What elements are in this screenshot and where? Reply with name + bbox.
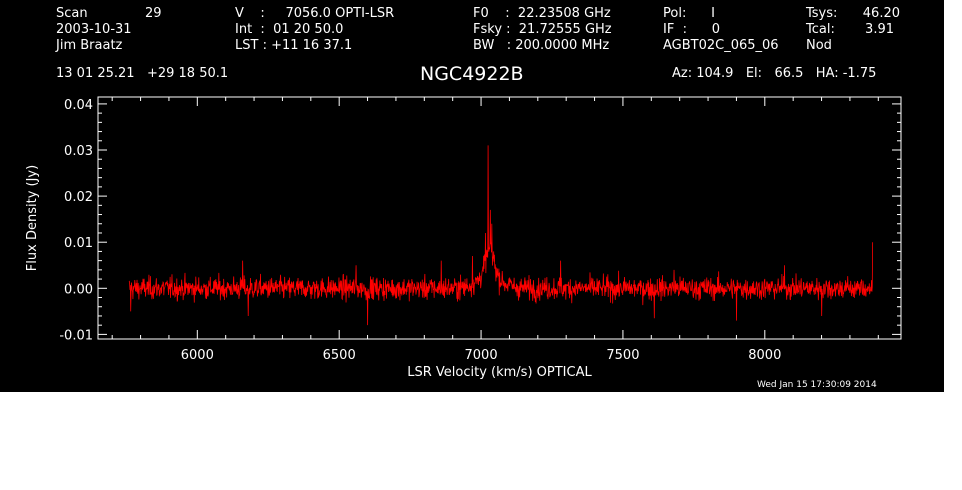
if-line: IF : 0 (663, 22, 721, 37)
x-axis-label: LSR Velocity (km/s) OPTICAL (407, 365, 592, 380)
y-tick-label: 0.03 (64, 144, 93, 159)
sky-frequency-line: Fsky : 21.72555 GHz (473, 22, 612, 37)
plot-frame (97, 96, 902, 340)
x-tick-label: 6000 (181, 348, 214, 363)
y-tick-label: 0.04 (64, 98, 93, 113)
x-tick-label: 7000 (465, 348, 498, 363)
x-tick-label: 6500 (323, 348, 356, 363)
observing-mode: Nod (806, 38, 832, 53)
tsys-label: Tsys: (806, 6, 838, 21)
rest-frequency-line: F0 : 22.23508 GHz (473, 6, 611, 21)
project-id: AGBT02C_065_06 (663, 38, 779, 53)
spectrum-chart: 6000 6500 7000 7500 8000 -0.01 0.00 0.01 0.02 0.0… (25, 96, 902, 380)
y-tick-label: 0.00 (64, 282, 93, 297)
spectrum-panel: Scan 29 2003-10-31 Jim Braatz 13 01 25.2… (0, 0, 944, 392)
trace-layer (128, 145, 874, 326)
y-tick-label: 0.01 (64, 236, 93, 251)
x-tick-label: 8000 (748, 348, 781, 363)
tcal-value: 3.91 (865, 22, 894, 37)
velocity-line: V : 7056.0 OPTI-LSR (235, 6, 395, 21)
tcal-label: Tcal: (806, 22, 835, 37)
y-tick-label: -0.01 (59, 328, 93, 343)
y-tick-label: 0.02 (64, 190, 93, 205)
spectrum-trace (128, 145, 874, 326)
observer-name: Jim Braatz (56, 38, 123, 53)
plot-timestamp: Wed Jan 15 17:30:09 2014 (757, 380, 877, 390)
source-name: NGC4922B (420, 63, 524, 85)
tsys-value: 46.20 (862, 6, 900, 21)
x-tick-label: 7500 (606, 348, 639, 363)
lst-line: LST : +11 16 37.1 (235, 38, 353, 53)
source-coordinates: 13 01 25.21 +29 18 50.1 (56, 66, 229, 81)
bandwidth-line: BW : 200.0000 MHz (473, 38, 610, 53)
observation-date: 2003-10-31 (56, 22, 132, 37)
y-axis-label: Flux Density (Jy) (25, 165, 40, 271)
pointing-info: Az: 104.9 El: 66.5 HA: -1.75 (672, 66, 877, 81)
tick-layer: 6000 6500 7000 7500 8000 -0.01 0.00 0.01 0.02 0.0… (59, 97, 901, 363)
integration-line: Int : 01 20 50.0 (235, 22, 344, 37)
scan-label: Scan (56, 6, 88, 21)
polarization-line: Pol: I (663, 6, 715, 21)
scan-number: 29 (145, 6, 162, 21)
